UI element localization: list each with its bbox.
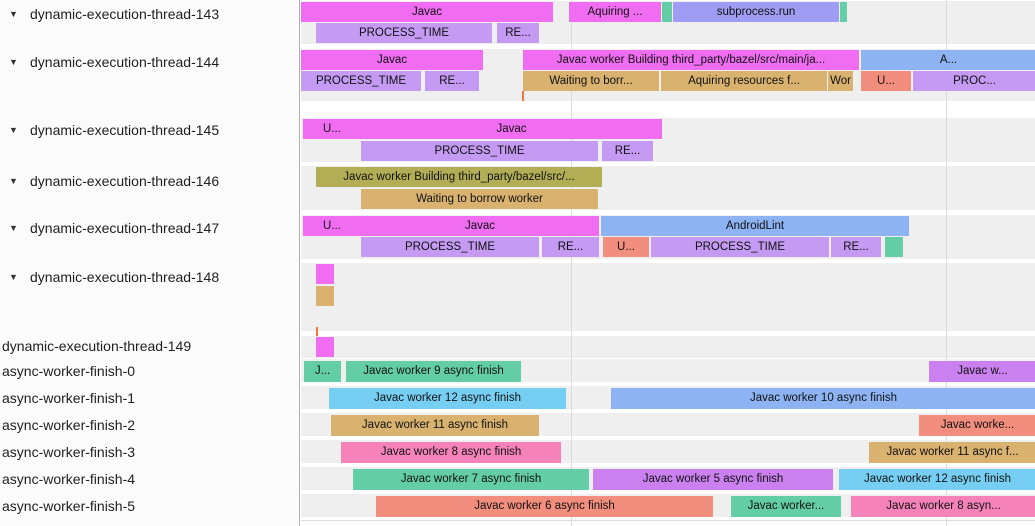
track-name-label: async-worker-finish-3 (2, 444, 136, 460)
timeline-slice[interactable]: Javac worker 7 async finish (353, 469, 589, 490)
timeline-slice[interactable]: RE... (831, 237, 881, 257)
track-row[interactable]: dynamic-execution-thread-149 (0, 335, 299, 357)
timeline-slice[interactable] (840, 2, 847, 22)
timeline-slice[interactable] (316, 337, 334, 357)
track-row[interactable]: async-worker-finish-2 (0, 414, 299, 436)
expand-collapse-icon[interactable]: ▼ (9, 125, 18, 135)
timeline-slice[interactable]: PROC... (913, 71, 1035, 91)
track-row[interactable]: async-worker-finish-1 (0, 387, 299, 409)
track-name-label: dynamic-execution-thread-144 (30, 54, 220, 70)
timeline-slice[interactable]: Javac worker Building third_party/bazel/… (316, 167, 602, 187)
timeline-slice[interactable]: Javac worker 11 async finish (331, 415, 539, 436)
row-separator-line (301, 520, 1035, 521)
timeline-slice[interactable]: AndroidLint (601, 216, 909, 236)
track-row[interactable]: async-worker-finish-4 (0, 468, 299, 490)
track-name-label: dynamic-execution-thread-148 (30, 269, 220, 285)
expand-collapse-icon[interactable]: ▼ (9, 176, 18, 186)
track-row[interactable]: ▼ dynamic-execution-thread-144 (0, 51, 299, 73)
timeline-slice[interactable]: Javac worker 8 async finish (341, 442, 561, 463)
timeline-slice[interactable]: Javac worker 6 async finish (376, 496, 713, 517)
timeline-slice[interactable]: Javac worker Building third_party/bazel/… (523, 50, 859, 70)
track-row[interactable]: async-worker-finish-3 (0, 441, 299, 463)
timeline-slice[interactable] (316, 327, 318, 336)
expand-collapse-icon[interactable]: ▼ (9, 272, 18, 282)
timeline-slice[interactable]: Javac worker... (731, 496, 841, 517)
track-name-label: async-worker-finish-2 (2, 417, 136, 433)
timeline-slice[interactable]: Javac worker 10 async finish (611, 388, 1035, 409)
expand-collapse-icon[interactable]: ▼ (9, 57, 18, 67)
timeline-slice[interactable]: RE... (497, 23, 539, 43)
track-row[interactable]: ▼ dynamic-execution-thread-145 (0, 119, 299, 141)
track-row[interactable]: ▼ dynamic-execution-thread-146 (0, 170, 299, 192)
timeline-slice[interactable]: A... (861, 50, 1035, 70)
timeline-slice[interactable]: J... (304, 361, 341, 382)
track-name-label: async-worker-finish-5 (2, 498, 136, 514)
timeline-slice[interactable] (316, 286, 334, 306)
timeline-slice[interactable]: PROCESS_TIME (316, 23, 492, 43)
timeline-slice[interactable]: U... (303, 216, 361, 236)
timeline-slice[interactable]: PROCESS_TIME (301, 71, 421, 91)
timeline-slice[interactable]: Javac (301, 2, 553, 22)
track-name-label: async-worker-finish-1 (2, 390, 136, 406)
track-background-band (301, 263, 1035, 331)
timeline-slice[interactable]: RE... (602, 141, 653, 161)
timeline-slice[interactable]: Javac worker 9 async finish (346, 361, 521, 382)
track-row[interactable]: async-worker-finish-5 (0, 495, 299, 517)
timeline-slice[interactable]: Waiting to borrow worker (361, 189, 598, 209)
timeline-slice[interactable]: Javac worke... (919, 415, 1035, 436)
timeline-slice[interactable]: U... (861, 71, 911, 91)
track-row[interactable]: ▼ dynamic-execution-thread-148 (0, 266, 299, 288)
track-name-label: async-worker-finish-4 (2, 471, 136, 487)
timeline-slice[interactable]: U... (603, 237, 649, 257)
timeline-slice[interactable]: Waiting to borr... (523, 71, 659, 91)
track-row[interactable]: ▼ dynamic-execution-thread-143 (0, 3, 299, 25)
timeline-slice[interactable]: PROCESS_TIME (361, 237, 539, 257)
timeline-slice[interactable]: RE... (542, 237, 599, 257)
timeline-canvas[interactable]: Javac Aquiring ... subprocess.run PROCESS_T… (301, 0, 1035, 526)
timeline-slice[interactable]: RE... (425, 71, 479, 91)
timeline-slice[interactable]: Javac worker 12 async finish (839, 469, 1035, 490)
track-sidebar: ▼ dynamic-execution-thread-143 ▼ dynamic-ex… (0, 0, 300, 526)
timeline-slice[interactable]: subprocess.run (673, 2, 839, 22)
track-name-label: dynamic-execution-thread-145 (30, 122, 220, 138)
timeline-slice[interactable]: U... (303, 119, 361, 139)
track-name-label: dynamic-execution-thread-146 (30, 173, 220, 189)
timeline-slice[interactable]: Aquiring ... (569, 2, 661, 22)
timeline-slice[interactable]: Javac (361, 216, 599, 236)
timeline-slice[interactable] (885, 237, 903, 257)
time-gridline (946, 0, 947, 526)
track-name-label: dynamic-execution-thread-149 (2, 338, 192, 354)
timeline-slice[interactable] (316, 264, 334, 284)
timeline-slice[interactable] (522, 91, 524, 101)
timeline-slice[interactable]: Javac worker 8 asyn... (851, 496, 1035, 517)
timeline-slice[interactable]: Javac (361, 119, 662, 139)
timeline-slice[interactable]: Javac worker 5 async finish (593, 469, 833, 490)
timeline-slice[interactable]: Aquiring resources f... (661, 71, 827, 91)
timeline-slice[interactable]: PROCESS_TIME (651, 237, 829, 257)
timeline-slice[interactable]: Javac (301, 50, 483, 70)
track-row[interactable]: async-worker-finish-0 (0, 360, 299, 382)
timeline-slice[interactable]: Javac worker 12 async finish (329, 388, 566, 409)
timeline-slice[interactable]: Javac worker 11 async f... (869, 442, 1035, 463)
timeline-slice[interactable]: Wor (828, 71, 853, 91)
expand-collapse-icon[interactable]: ▼ (9, 9, 18, 19)
track-name-label: dynamic-execution-thread-147 (30, 220, 220, 236)
expand-collapse-icon[interactable]: ▼ (9, 223, 18, 233)
timeline-slice[interactable]: Javac w... (929, 361, 1035, 382)
track-background-band (301, 336, 1035, 358)
track-name-label: async-worker-finish-0 (2, 363, 136, 379)
timeline-slice[interactable] (662, 2, 672, 22)
track-row[interactable]: ▼ dynamic-execution-thread-147 (0, 217, 299, 239)
time-gridline (571, 0, 572, 526)
timeline-slice[interactable]: PROCESS_TIME (361, 141, 598, 161)
track-name-label: dynamic-execution-thread-143 (30, 6, 220, 22)
